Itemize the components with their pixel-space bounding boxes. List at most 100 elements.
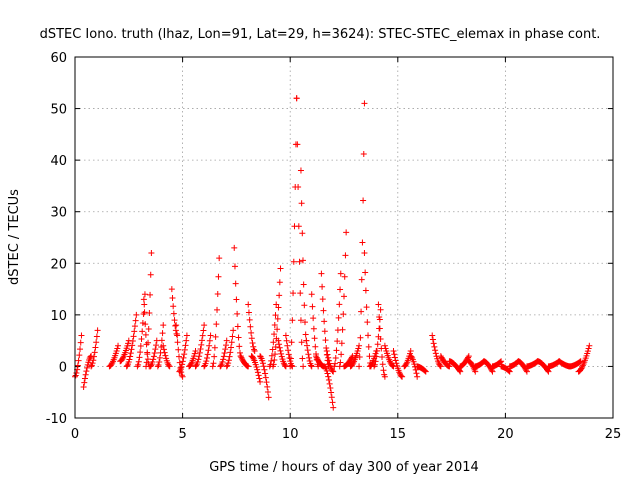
data-point bbox=[287, 358, 294, 365]
data-point bbox=[324, 370, 331, 377]
data-point bbox=[414, 373, 421, 380]
data-point bbox=[472, 368, 479, 375]
data-point bbox=[324, 351, 331, 358]
data-point bbox=[325, 354, 332, 361]
data-point bbox=[153, 342, 160, 349]
data-point bbox=[268, 352, 275, 359]
data-point bbox=[338, 340, 345, 347]
data-point bbox=[381, 373, 388, 380]
data-point bbox=[166, 363, 173, 370]
data-point bbox=[160, 342, 167, 349]
data-point bbox=[81, 375, 88, 382]
data-point bbox=[226, 353, 233, 360]
data-point bbox=[287, 355, 294, 362]
data-point bbox=[221, 349, 228, 356]
data-point bbox=[309, 303, 316, 310]
data-point bbox=[357, 334, 364, 341]
data-point bbox=[274, 315, 281, 322]
data-point bbox=[299, 355, 306, 362]
data-point bbox=[389, 362, 396, 369]
data-point bbox=[360, 197, 367, 204]
data-point bbox=[430, 340, 437, 347]
x-tick-label: 20 bbox=[497, 427, 514, 442]
data-point bbox=[421, 367, 428, 374]
data-point bbox=[91, 353, 98, 360]
data-point bbox=[287, 363, 294, 370]
data-point bbox=[293, 95, 300, 102]
data-point bbox=[325, 377, 332, 384]
data-point bbox=[259, 360, 266, 367]
data-point bbox=[125, 359, 132, 366]
data-point bbox=[311, 335, 318, 342]
data-point bbox=[141, 309, 148, 316]
data-point bbox=[422, 367, 429, 374]
data-point bbox=[150, 356, 157, 363]
data-point bbox=[544, 367, 551, 374]
data-point bbox=[94, 327, 101, 334]
data-point bbox=[148, 249, 155, 256]
data-point bbox=[276, 341, 283, 348]
data-point bbox=[151, 349, 158, 356]
data-point bbox=[195, 356, 202, 363]
data-point bbox=[187, 362, 194, 369]
data-point bbox=[200, 327, 207, 334]
data-point bbox=[255, 372, 262, 379]
data-point bbox=[318, 270, 325, 277]
data-point bbox=[422, 368, 429, 375]
data-point bbox=[170, 303, 177, 310]
data-point bbox=[179, 373, 186, 380]
data-point bbox=[360, 151, 367, 158]
data-point bbox=[354, 348, 361, 355]
data-point bbox=[297, 290, 304, 297]
data-point bbox=[306, 354, 313, 361]
data-point bbox=[156, 358, 163, 365]
y-tick-label: 60 bbox=[50, 51, 67, 66]
data-point bbox=[584, 348, 591, 355]
data-point bbox=[288, 362, 295, 369]
data-point bbox=[206, 342, 213, 349]
data-point bbox=[273, 301, 280, 308]
y-tick-label: 40 bbox=[50, 154, 67, 169]
data-point bbox=[263, 379, 270, 386]
data-point bbox=[89, 360, 96, 367]
data-point bbox=[304, 342, 311, 349]
data-point bbox=[363, 304, 370, 311]
data-point bbox=[223, 337, 230, 344]
data-point bbox=[256, 375, 263, 382]
data-point bbox=[294, 141, 301, 148]
data-point bbox=[341, 273, 348, 280]
data-point bbox=[129, 342, 136, 349]
data-point bbox=[142, 331, 149, 338]
data-point bbox=[323, 345, 330, 352]
data-point bbox=[173, 322, 180, 329]
data-point bbox=[201, 363, 208, 370]
data-point bbox=[269, 346, 276, 353]
data-point bbox=[152, 346, 159, 353]
data-point bbox=[300, 363, 307, 370]
data-point bbox=[297, 317, 304, 324]
data-point bbox=[496, 359, 503, 366]
x-tick-label: 15 bbox=[390, 427, 407, 442]
data-point bbox=[329, 367, 336, 374]
data-point bbox=[577, 358, 584, 365]
data-point bbox=[337, 270, 344, 277]
data-point bbox=[236, 349, 243, 356]
axis-ticks: 0 5 10 15 20 25 -10 0 10 20 30 40 50 60 bbox=[46, 51, 622, 442]
grid bbox=[75, 57, 613, 418]
data-point bbox=[220, 353, 227, 360]
data-point bbox=[74, 362, 81, 369]
data-point bbox=[310, 315, 317, 322]
data-point bbox=[155, 361, 162, 368]
data-point bbox=[468, 361, 475, 368]
data-point bbox=[137, 342, 144, 349]
data-point bbox=[141, 291, 148, 298]
data-point bbox=[431, 343, 438, 350]
data-point bbox=[364, 319, 371, 326]
data-point bbox=[301, 319, 308, 326]
data-point bbox=[245, 301, 252, 308]
data-point bbox=[326, 380, 333, 387]
data-point bbox=[246, 316, 253, 323]
data-point bbox=[223, 363, 230, 370]
data-point bbox=[330, 368, 337, 375]
data-point bbox=[303, 337, 310, 344]
